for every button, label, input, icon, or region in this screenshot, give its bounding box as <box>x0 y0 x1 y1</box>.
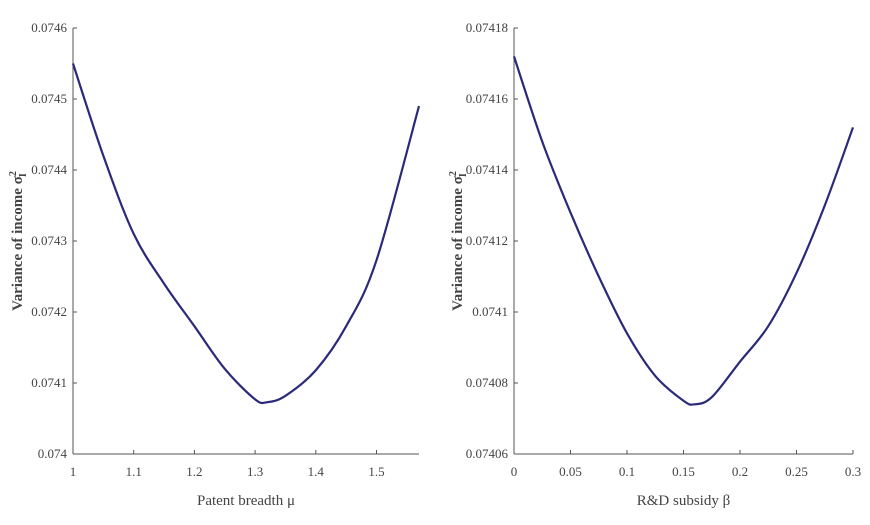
y-axis-label-superscript: 2 <box>8 171 19 176</box>
series-line <box>512 56 855 406</box>
y-tick-label: 0.0743 <box>31 233 67 248</box>
y-tick-label: 0.0744 <box>31 162 67 177</box>
series-line <box>71 63 421 405</box>
x-tick-label: 1.5 <box>368 464 384 479</box>
x-tick-label: 1.4 <box>308 464 325 479</box>
x-tick-label: 0.2 <box>732 464 748 479</box>
x-tick-label: 1.1 <box>126 464 142 479</box>
x-tick-label: 0.15 <box>672 464 695 479</box>
x-tick-label: 0.3 <box>845 464 861 479</box>
x-axis-label: R&D subsidy β <box>637 493 730 509</box>
y-tick-label: 0.0746 <box>31 20 67 35</box>
y-tick-label: 0.0742 <box>31 304 67 319</box>
x-axis-label: Patent breadth μ <box>197 493 295 509</box>
y-tick-label: 0.074 <box>38 446 68 461</box>
y-axis-label-subscript: I <box>458 173 469 177</box>
chart-2: 0 0.05 0.1 0.15 0.2 0.25 0.3 0.07406 0.07408 0.07… <box>448 20 861 509</box>
y-axis-label: Variance of income σ2I <box>8 171 29 311</box>
chart-1: 1 1.1 1.2 1.3 1.4 1.5 0.074 0.0741 0.0742 0.0743 0… <box>8 20 421 509</box>
x-tick-label: 1.2 <box>186 464 202 479</box>
y-axis-label-text: Variance of income σ <box>450 175 466 311</box>
y-tick-label: 0.07406 <box>466 446 509 461</box>
y-axis-label: Variance of income σ2I <box>448 171 469 311</box>
y-tick-label: 0.07412 <box>466 233 508 248</box>
x-tick-label: 0.1 <box>619 464 635 479</box>
x-tick-label: 1.3 <box>247 464 263 479</box>
y-axis-label-subscript: I <box>18 173 29 177</box>
y-tick-label: 0.07414 <box>466 162 509 177</box>
x-tick-label: 1 <box>70 464 77 479</box>
y-tick-label: 0.0741 <box>31 375 67 390</box>
y-tick-label: 0.07416 <box>466 91 509 106</box>
x-tick-label: 0 <box>511 464 518 479</box>
y-tick-label: 0.0745 <box>31 91 67 106</box>
y-axis-label-text: Variance of income σ <box>10 175 26 311</box>
x-tick-label: 0.25 <box>785 464 808 479</box>
y-tick-label: 0.0741 <box>472 304 508 319</box>
y-tick-label: 0.07418 <box>466 20 508 35</box>
y-tick-label: 0.07408 <box>466 375 508 390</box>
y-axis-label-superscript: 2 <box>448 171 459 176</box>
x-tick-label: 0.05 <box>559 464 582 479</box>
